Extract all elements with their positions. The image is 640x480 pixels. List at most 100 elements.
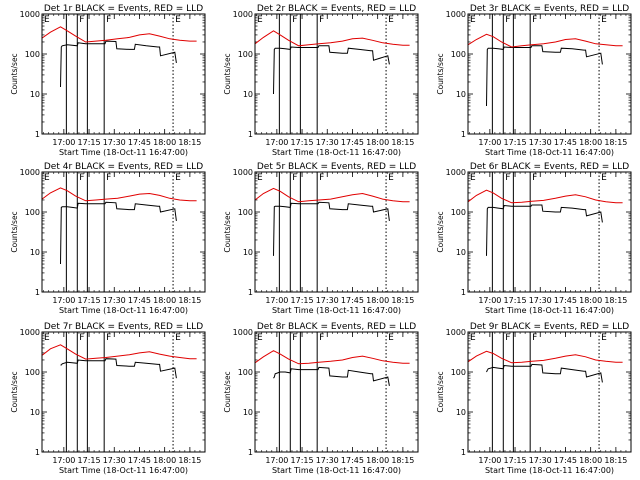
y-tick-label: 100 xyxy=(451,50,466,59)
panel-4: Det 4r BLACK = Events, RED = LLD 1 10 100 10… xyxy=(10,162,206,315)
panel-9: Det 9r BLACK = Events, RED = LLD 1 10 100 10… xyxy=(436,322,632,475)
marker-label: F xyxy=(79,173,84,183)
panel-title: Det 7r BLACK = Events, RED = LLD xyxy=(44,322,203,332)
lld-series-line xyxy=(41,344,197,360)
events-series-line xyxy=(486,204,603,256)
x-tick-label: 17:30 xyxy=(529,456,552,465)
x-tick-label: 18:00 xyxy=(153,456,176,465)
panel-title: Det 2r BLACK = Events, RED = LLD xyxy=(257,4,416,14)
x-tick-label: 17:45 xyxy=(341,138,364,147)
marker-label: F xyxy=(505,173,510,183)
x-tick-label: 17:45 xyxy=(341,456,364,465)
y-tick-label: 1000 xyxy=(233,10,253,19)
marker-label: E xyxy=(388,15,394,25)
y-tick-label: 1000 xyxy=(446,10,466,19)
marker-label: F xyxy=(106,333,111,343)
marker-label: E xyxy=(470,15,476,25)
panel-8: Det 8r BLACK = Events, RED = LLD 1 10 100 10… xyxy=(223,322,419,475)
x-tick-label: 18:00 xyxy=(579,456,602,465)
events-series-line xyxy=(60,40,177,88)
events-series-line xyxy=(273,201,390,256)
marker-label: F xyxy=(79,15,84,25)
y-tick-label: 100 xyxy=(451,368,466,377)
y-axis-label: Counts/sec xyxy=(436,211,445,252)
x-tick-label: 18:15 xyxy=(178,456,201,465)
marker-label: E xyxy=(470,333,476,343)
marker-label: E xyxy=(257,15,263,25)
panel-title: Det 1r BLACK = Events, RED = LLD xyxy=(44,4,203,14)
x-tick-label: 18:00 xyxy=(366,456,389,465)
x-axis-label: Start Time (18-Oct-11 16:47:00) xyxy=(485,466,614,475)
x-tick-label: 18:15 xyxy=(604,296,627,305)
marker-label: E xyxy=(175,15,181,25)
events-series-line xyxy=(60,358,177,379)
x-axis-label: Start Time (18-Oct-11 16:47:00) xyxy=(59,306,188,315)
x-axis-label: Start Time (18-Oct-11 16:47:00) xyxy=(272,148,401,157)
panel-7: Det 7r BLACK = Events, RED = LLD 1 10 100 10… xyxy=(10,322,206,475)
x-tick-label: 17:30 xyxy=(103,296,126,305)
x-tick-label: 17:30 xyxy=(529,138,552,147)
plot-frame xyxy=(254,331,419,453)
marker-label: E xyxy=(388,173,394,183)
y-tick-label: 10 xyxy=(30,248,40,257)
x-tick-label: 17:00 xyxy=(52,456,75,465)
x-tick-label: 17:45 xyxy=(554,296,577,305)
y-tick-label: 10 xyxy=(30,90,40,99)
x-tick-label: 18:15 xyxy=(391,138,414,147)
lld-series-line xyxy=(41,26,197,43)
y-tick-label: 10 xyxy=(243,408,253,417)
panel-5: Det 5r BLACK = Events, RED = LLD 1 10 100 10… xyxy=(223,162,419,315)
marker-label: F xyxy=(292,333,297,343)
events-series-line xyxy=(273,366,390,386)
x-tick-label: 18:15 xyxy=(391,296,414,305)
marker-label: F xyxy=(319,333,324,343)
y-axis-label: Counts/sec xyxy=(436,53,445,94)
x-axis-label: Start Time (18-Oct-11 16:47:00) xyxy=(485,306,614,315)
marker-label: E xyxy=(388,333,394,343)
x-axis-label: Start Time (18-Oct-11 16:47:00) xyxy=(59,466,188,475)
x-tick-label: 17:30 xyxy=(103,456,126,465)
x-tick-label: 17:00 xyxy=(478,138,501,147)
x-axis-label: Start Time (18-Oct-11 16:47:00) xyxy=(485,148,614,157)
lld-series-line xyxy=(254,350,410,365)
y-tick-label: 1 xyxy=(35,448,40,457)
marker-label: E xyxy=(470,173,476,183)
panel-3: Det 3r BLACK = Events, RED = LLD 1 10 100 10… xyxy=(436,4,632,157)
x-tick-label: 17:30 xyxy=(316,296,339,305)
marker-label: F xyxy=(292,15,297,25)
events-series-line xyxy=(486,45,603,107)
y-tick-label: 1000 xyxy=(446,328,466,337)
plot-frame xyxy=(41,13,206,135)
y-tick-label: 1 xyxy=(248,448,253,457)
marker-label: E xyxy=(601,15,607,25)
marker-label: F xyxy=(106,173,111,183)
marker-label: F xyxy=(532,333,537,343)
y-axis-label: Counts/sec xyxy=(223,53,232,94)
y-tick-label: 100 xyxy=(451,208,466,217)
marker-label: E xyxy=(44,15,50,25)
x-tick-label: 17:15 xyxy=(78,296,101,305)
x-tick-label: 17:15 xyxy=(504,296,527,305)
marker-label: E xyxy=(44,333,50,343)
lld-series-line xyxy=(467,350,623,364)
marker-label: F xyxy=(319,15,324,25)
y-tick-label: 1 xyxy=(461,288,466,297)
lld-series-line xyxy=(41,187,197,202)
plot-frame xyxy=(254,171,419,293)
y-tick-label: 100 xyxy=(238,368,253,377)
x-tick-label: 18:00 xyxy=(366,138,389,147)
x-tick-label: 18:00 xyxy=(366,296,389,305)
x-tick-label: 18:15 xyxy=(604,138,627,147)
x-tick-label: 17:15 xyxy=(291,296,314,305)
x-tick-label: 17:30 xyxy=(103,138,126,147)
y-axis-label: Counts/sec xyxy=(10,53,19,94)
events-series-line xyxy=(273,45,390,95)
x-tick-label: 18:00 xyxy=(579,296,602,305)
lld-series-line xyxy=(254,187,410,203)
x-tick-label: 18:15 xyxy=(604,456,627,465)
y-tick-label: 100 xyxy=(238,50,253,59)
y-tick-label: 1000 xyxy=(20,328,40,337)
y-tick-label: 100 xyxy=(238,208,253,217)
y-axis-label: Counts/sec xyxy=(223,371,232,412)
